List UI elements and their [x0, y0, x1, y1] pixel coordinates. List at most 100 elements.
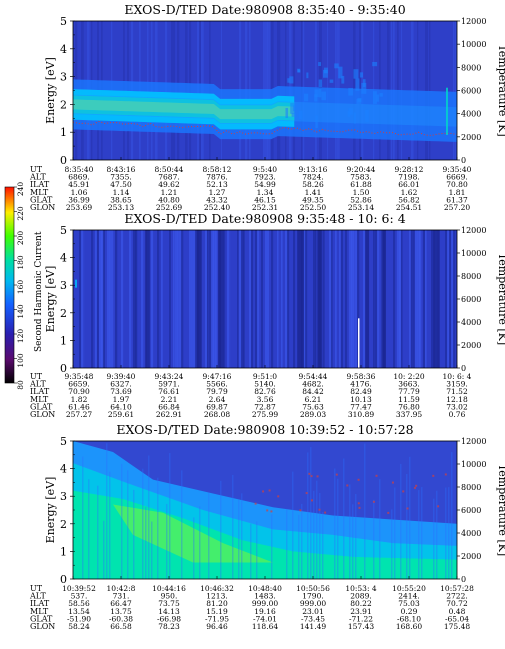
- panel-title: EXOS-D/TED Date:980908 10:39:52 - 10:57:…: [116, 422, 413, 437]
- info-cell: 76.80: [398, 402, 420, 411]
- info-cell: -51.90: [67, 614, 91, 623]
- info-row-label: UT: [30, 372, 43, 381]
- info-cell: 40.80: [158, 195, 180, 204]
- info-row-label: ILAT: [30, 180, 50, 189]
- info-row-label: GLON: [30, 410, 55, 419]
- info-cell: 118.64: [252, 622, 278, 631]
- info-cell: 77.79: [398, 387, 420, 396]
- info-cell: 47.50: [110, 180, 132, 189]
- y2-tick-label: 0: [461, 364, 466, 373]
- y-tick-label: 2: [60, 518, 67, 531]
- info-cell: 7583.: [350, 173, 371, 182]
- spectrogram-image: [73, 21, 457, 160]
- info-cell: 9:35:48: [65, 372, 94, 381]
- info-cell: 23.91: [350, 607, 371, 616]
- info-cell: 2722.: [446, 592, 467, 601]
- y2-tick-label: 12000: [461, 17, 486, 26]
- info-cell: -60.38: [109, 614, 133, 623]
- y2-tick-label: 10000: [461, 40, 486, 49]
- colorbar-tick-label: 220: [16, 206, 25, 221]
- y2-tick-label: 8000: [461, 483, 481, 492]
- info-row-label: MLT: [30, 188, 49, 197]
- colorbar: 80 100 120 140 160 180 200 220 240 Second Harmon…: [4, 182, 44, 390]
- info-cell: 175.48: [444, 622, 470, 631]
- info-cell: 4682.: [302, 380, 323, 389]
- info-cell: 1.27: [209, 188, 226, 197]
- info-cell: 168.60: [396, 622, 422, 631]
- info-cell: 7876.: [206, 173, 227, 182]
- spectrogram-image: [73, 441, 457, 579]
- spectrogram-panel: EXOS-D/TED Date:980908 10:39:52 - 10:57:…: [29, 422, 505, 631]
- info-cell: 66.01: [398, 180, 419, 189]
- info-cell: 0.48: [449, 607, 466, 616]
- info-cell: -71.95: [205, 614, 229, 623]
- info-cell: 79.79: [206, 387, 228, 396]
- y-tick-label: 3: [60, 279, 67, 292]
- y2-tick-label: 8000: [461, 63, 481, 72]
- y-tick-label: 1: [60, 545, 67, 558]
- info-cell: 5140.: [254, 380, 275, 389]
- info-cell: 262.91: [156, 410, 182, 419]
- info-cell: 14.13: [158, 607, 180, 616]
- info-cell: 1213.: [206, 592, 227, 601]
- info-cell: 10:48:40: [248, 584, 282, 593]
- info-row-label: MLT: [30, 607, 49, 616]
- info-cell: 70.80: [446, 180, 468, 189]
- info-cell: 81.20: [206, 599, 228, 608]
- info-cell: 157.43: [348, 622, 374, 631]
- info-cell: 252.50: [300, 203, 326, 212]
- info-cell: 2414.: [398, 592, 419, 601]
- info-cell: 10:44:16: [152, 584, 186, 593]
- y2-tick-label: 0: [461, 575, 466, 584]
- info-cell: 36.99: [68, 195, 90, 204]
- info-cell: 82.49: [350, 387, 372, 396]
- info-cell: 252.69: [156, 203, 182, 212]
- y-tick-label: 5: [60, 435, 67, 448]
- info-cell: 950.: [161, 592, 178, 601]
- y2-axis-label: Temperature [K]: [496, 464, 505, 556]
- y-tick-label: 1: [60, 126, 67, 139]
- info-cell: 15.19: [206, 607, 228, 616]
- info-cell: 10:39:52: [62, 584, 96, 593]
- info-cell: 141.49: [300, 622, 326, 631]
- info-cell: 7355.: [110, 173, 131, 182]
- info-cell: 71.52: [446, 387, 468, 396]
- info-cell: 9:51:0: [253, 372, 277, 381]
- info-cell: 7824.: [302, 173, 323, 182]
- y-tick-label: 0: [60, 573, 67, 586]
- info-cell: 6659.: [68, 380, 89, 389]
- info-cell: 52.86: [350, 195, 372, 204]
- spectrogram-panel: EXOS-D/TED Date:980908 9:35:48 - 10: 6: …: [29, 211, 505, 419]
- y-axis-label: Energy [eV]: [44, 57, 57, 124]
- info-cell: 76.61: [158, 387, 179, 396]
- info-row-label: ALT: [29, 380, 46, 389]
- info-cell: 8:50:44: [155, 165, 184, 174]
- info-cell: -66.98: [157, 614, 181, 623]
- colorbar-scale: [4, 186, 15, 384]
- y-tick-label: 3: [60, 490, 67, 503]
- info-cell: 3663.: [398, 380, 419, 389]
- info-cell: -68.10: [397, 614, 421, 623]
- y-axis-label: Energy [eV]: [44, 477, 57, 544]
- info-cell: 6.21: [305, 395, 322, 404]
- info-cell: 268.08: [204, 410, 230, 419]
- y-tick-label: 5: [60, 224, 67, 237]
- info-cell: 259.61: [108, 410, 134, 419]
- info-cell: 3159.: [446, 380, 467, 389]
- info-row-label: GLAT: [30, 195, 53, 204]
- info-cell: 69.87: [206, 402, 228, 411]
- colorbar-tick-label: 160: [16, 280, 25, 295]
- y-tick-label: 4: [60, 43, 67, 56]
- info-cell: 43.32: [206, 195, 228, 204]
- info-cell: 6327.: [110, 380, 131, 389]
- info-cell: 72.87: [254, 402, 276, 411]
- y-tick-label: 2: [60, 307, 67, 320]
- info-cell: 254.51: [396, 203, 422, 212]
- y-tick-label: 0: [60, 362, 67, 375]
- info-cell: 54.99: [254, 180, 276, 189]
- info-cell: 61.46: [68, 402, 90, 411]
- info-row-label: ILAT: [30, 387, 50, 396]
- info-cell: 58.26: [302, 180, 324, 189]
- info-cell: 9:35:40: [443, 165, 472, 174]
- spectrogram-image: [73, 230, 457, 368]
